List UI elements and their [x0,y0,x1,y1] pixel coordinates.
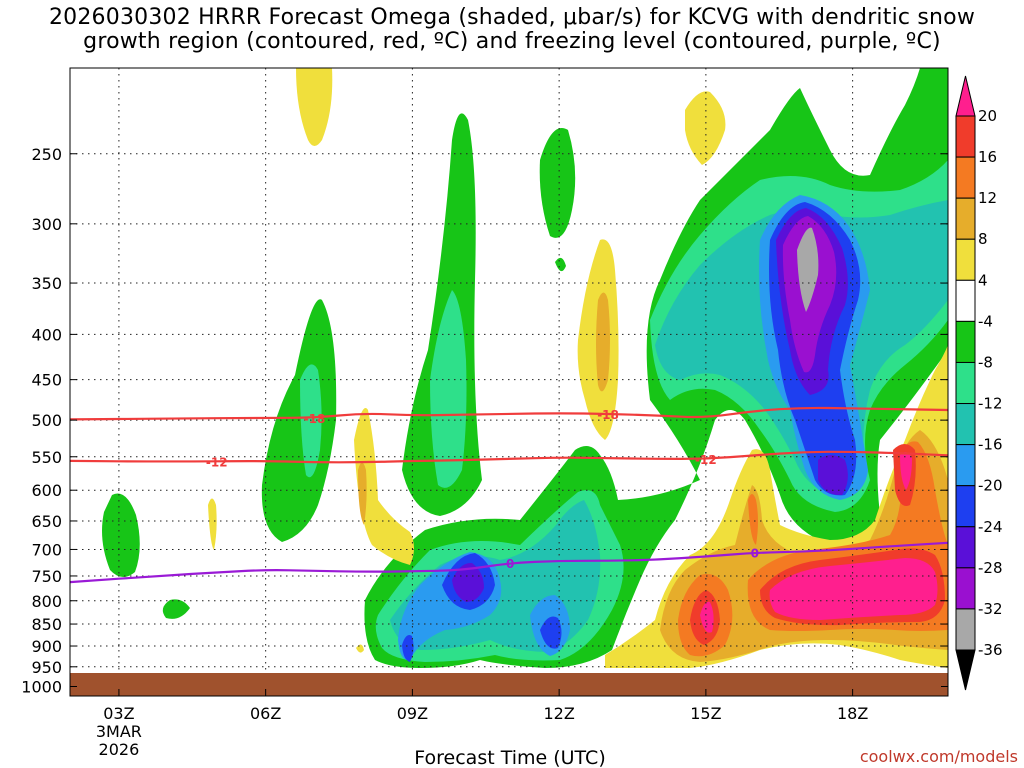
colorbar-swatch [955,361,976,405]
colorbar-swatch [955,197,976,240]
colorbar-label: -36 [978,641,1003,659]
y-tick-label: 450 [31,371,62,390]
colorbar-label: -24 [978,518,1003,536]
colorbar-swatch [955,567,976,610]
dgz-upper-label: -18 [304,412,326,426]
colorbar-label: -12 [978,395,1003,413]
colorbar-bottom-arrow [955,649,976,691]
colorbar-swatch [955,156,976,199]
chart-title-line2: growth region (contoured, red, ºC) and f… [83,29,941,54]
x-tick-label: 03Z [103,704,134,723]
colorbar-swatch [955,115,976,158]
y-tick-label: 700 [31,540,62,559]
dgz-lower-contour [69,450,949,464]
colorbar-label: -8 [978,353,993,371]
y-tick-label: 550 [31,448,62,467]
y-tick-label: 900 [31,637,62,656]
x-tick-date: 3MAR [96,722,142,741]
y-tick-label: 300 [31,215,62,234]
colorbar-swatch [955,444,976,487]
freezing-level-contour [69,541,949,584]
colorbar-label: 12 [978,189,997,207]
colorbar-label: 20 [978,107,997,125]
colorbar-swatch [955,320,976,363]
colorbar-label: -28 [978,559,1003,577]
dotted-grid [70,68,948,696]
colorbar-swatch [955,608,976,651]
freezing-level-label: 0 [506,557,514,571]
y-tick-label: 500 [31,411,62,430]
omega-band-minus36 [797,227,819,312]
y-tick-label: 250 [31,145,62,164]
y-tick-label: 1000 [21,678,62,697]
freezing-level-label: 0 [751,547,759,561]
dgz-lower-label: -12 [695,453,717,467]
y-tick-label: 850 [31,615,62,634]
chart-title: 2026030302 HRRR Forecast Omega (shaded, … [0,6,1024,54]
colorbar-label: 4 [978,271,988,289]
colorbar-top-arrow [955,75,976,117]
colorbar-label: -16 [978,436,1003,454]
dgz-upper-contour [69,406,949,421]
colorbar-swatch [955,485,976,528]
chart-title-line1: 2026030302 HRRR Forecast Omega (shaded, … [48,5,976,30]
x-tick-label: 06Z [250,704,281,723]
ground-strip [70,673,948,696]
omega-shading [102,68,948,668]
x-tick-label: 15Z [690,704,721,723]
x-axis-title: Forecast Time (UTC) [414,747,605,768]
colorbar-swatch [955,279,976,322]
y-tick-label: 800 [31,592,62,611]
colorbar: 20 16 12 8 4 -4 -8 -12 -16 -20 -24 -28 -32 -36 [955,75,1003,691]
colorbar-label: -4 [978,312,993,330]
x-tick-year: 2026 [99,740,140,759]
colorbar-swatch [955,238,976,281]
y-tick-label: 950 [31,658,62,677]
y-tick-label: 650 [31,512,62,531]
dgz-lower-label: -12 [206,455,228,469]
y-tick-label: 350 [31,274,62,293]
plot-frame [69,67,949,697]
x-tick-label: 18Z [837,704,868,723]
colorbar-swatch [955,526,976,569]
colorbar-swatch [955,403,976,446]
colorbar-label: -32 [978,600,1003,618]
dgz-upper-label: -18 [597,408,619,422]
y-axis: 250 300 350 400 450 500 550 600 650 700 750 800 850 9… [21,145,948,697]
colorbar-label: 16 [978,148,997,166]
colorbar-label: -20 [978,477,1003,495]
y-tick-label: 600 [31,481,62,500]
credit-link[interactable]: coolwx.com/models [860,747,1018,766]
y-tick-label: 750 [31,567,62,586]
x-tick-label: 09Z [397,704,428,723]
y-tick-label: 400 [31,325,62,344]
x-tick-label: 12Z [543,704,574,723]
colorbar-label: 8 [978,230,988,248]
temperature-contours: -18 -18 -12 -12 0 0 [69,406,949,584]
omega-band-plus20 [700,452,938,633]
